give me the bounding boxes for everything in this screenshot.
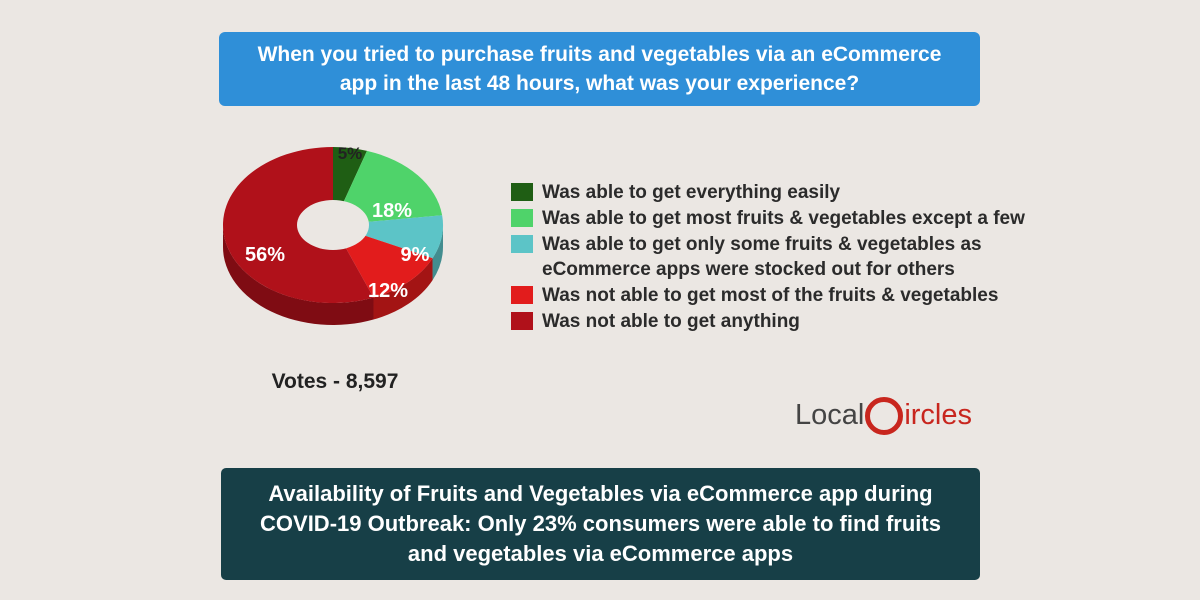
legend-item: Was able to get only some fruits & veget…	[511, 232, 1031, 282]
data-label: 5%	[338, 144, 363, 163]
donut-hole	[297, 200, 369, 250]
legend-item: Was able to get most fruits & vegetables…	[511, 206, 1031, 231]
legend-item: Was able to get everything easily	[511, 180, 1031, 205]
question-text: When you tried to purchase fruits and ve…	[257, 43, 942, 95]
legend-label: Was not able to get anything	[542, 311, 800, 332]
pie-slice	[333, 225, 433, 298]
legend-swatch	[511, 286, 533, 304]
legend-item: Was not able to get most of the fruits &…	[511, 283, 1031, 308]
donut-chart: 5% 18% 9% 12% 56%	[223, 144, 443, 325]
legend-swatch	[511, 209, 533, 227]
localcircles-logo: Local C ircles	[795, 390, 972, 440]
legend-label: Was able to get most fruits & vegetables…	[542, 208, 1025, 229]
legend-label: Was able to get everything easily	[542, 182, 841, 203]
pie-slice-side	[223, 225, 374, 325]
data-label: 18%	[372, 200, 412, 222]
conclusion-banner: Availability of Fruits and Vegetables vi…	[221, 468, 980, 580]
pie-slice-side	[432, 225, 443, 281]
conclusion-text: Availability of Fruits and Vegetables vi…	[260, 481, 941, 566]
legend-swatch	[511, 183, 533, 201]
logo-pin-icon: C	[865, 397, 904, 435]
legend-swatch	[511, 235, 533, 253]
data-label: 9%	[401, 244, 430, 266]
logo-text-ircles: ircles	[904, 398, 972, 431]
legend-item: Was not able to get anything	[511, 309, 1031, 334]
chart-legend: Was able to get everything easily Was abl…	[511, 180, 1031, 335]
legend-label: Was able to get only some fruits & veget…	[542, 234, 982, 280]
legend-swatch	[511, 312, 533, 330]
data-label: 12%	[368, 280, 408, 302]
logo-text-local: Local	[795, 398, 865, 431]
pie-slice	[333, 150, 443, 225]
data-label: 56%	[245, 244, 285, 266]
votes-count: Votes - 8,597	[271, 370, 399, 393]
pie-slice-side	[373, 258, 433, 320]
question-banner: When you tried to purchase fruits and ve…	[219, 32, 980, 106]
legend-label: Was not able to get most of the fruits &…	[542, 285, 999, 306]
